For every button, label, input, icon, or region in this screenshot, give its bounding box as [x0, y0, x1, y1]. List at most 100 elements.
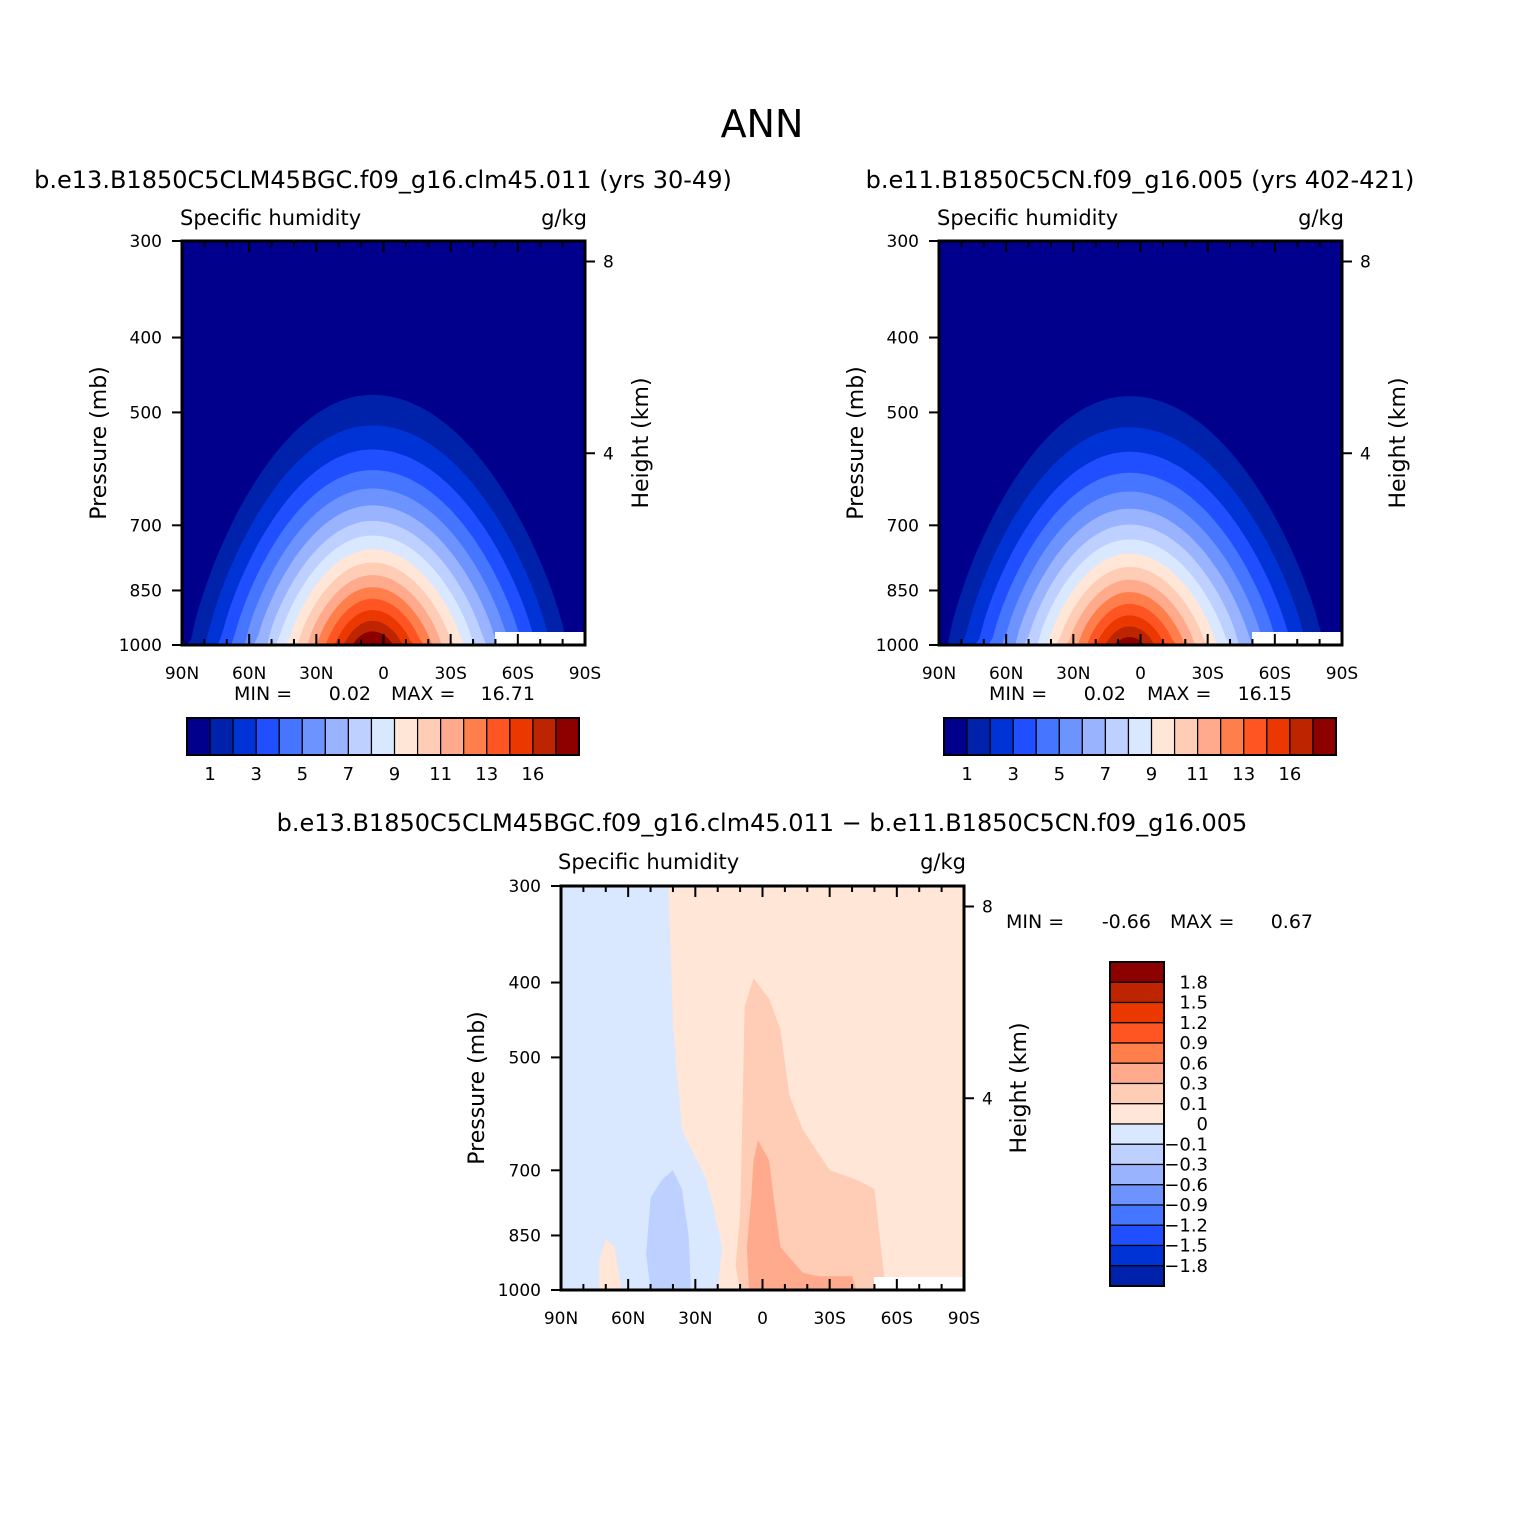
colorbar-label: 5 — [1054, 764, 1065, 785]
colorbar-label: 1 — [961, 764, 972, 785]
panel-3: b.e13.B1850C5CLM45BGC.f09_g16.clm45.011 … — [277, 809, 1313, 1329]
y-tick-label: 300 — [887, 232, 919, 252]
colorbar-swatch — [1035, 717, 1060, 756]
colorbar-swatch — [1109, 1204, 1165, 1226]
panel-1-ylabel-right: Height (km) — [629, 377, 654, 508]
contour-level-15 — [182, 620, 585, 645]
colorbar-label: 0.6 — [1179, 1053, 1208, 1074]
colorbar-swatch — [324, 717, 350, 756]
panel-2-max-value: 16.15 — [1238, 683, 1292, 705]
colorbar-swatch — [1150, 717, 1176, 756]
colorbar-label: 1.8 — [1179, 972, 1208, 993]
height-tick-label: 4 — [1360, 444, 1371, 464]
colorbar-label: 3 — [250, 764, 261, 785]
colorbar-swatch — [1220, 717, 1245, 756]
colorbar-swatch — [255, 717, 280, 756]
y-tick-label: 500 — [130, 403, 162, 423]
panel-3-ylabel-right: Height (km) — [1007, 1022, 1032, 1153]
colorbar-swatch — [1289, 717, 1314, 756]
height-tick-label: 8 — [603, 253, 614, 273]
colorbar-swatch — [1109, 1082, 1165, 1105]
contour-region-positive-north — [599, 1239, 622, 1290]
colorbar-swatch — [209, 717, 234, 756]
x-tick-label: 0 — [757, 1309, 768, 1329]
colorbar-swatch — [1081, 717, 1107, 756]
y-tick-label: 700 — [509, 1161, 541, 1181]
colorbar-label: −1.2 — [1164, 1215, 1208, 1236]
colorbar-frame — [186, 717, 580, 756]
colorbar-swatch — [1109, 1244, 1165, 1267]
colorbar-swatch — [1109, 1163, 1165, 1186]
x-tick-label: 90N — [165, 664, 199, 684]
colorbar-swatch — [416, 717, 442, 756]
contour-region-negative-medium — [646, 1170, 691, 1290]
colorbar-label: 1.2 — [1179, 1013, 1208, 1034]
panel-1-contour-fill — [182, 241, 585, 645]
x-tick-label: 60N — [232, 664, 266, 684]
panel-2-min-label: MIN = — [989, 683, 1047, 705]
panel-3-axes: 90N 60N 30N 0 30S 60S 90S 300 400 500 700 850 1000 8 4 — [498, 877, 993, 1329]
panel-2: b.e11.B1850C5CN.f09_g16.005 (yrs 402-421… — [844, 166, 1414, 785]
colorbar-label: 13 — [1232, 764, 1255, 785]
x-tick-label: 0 — [1135, 664, 1146, 684]
colorbar-swatch — [1266, 717, 1291, 756]
x-tick-label: 0 — [378, 664, 389, 684]
colorbar-swatch — [1109, 1042, 1165, 1064]
panel-1-min-label: MIN = — [234, 683, 292, 705]
x-tick-label: 90S — [569, 664, 601, 684]
colorbar-frame — [943, 717, 1337, 756]
figure-title: ANN — [721, 102, 804, 146]
y-tick-label: 300 — [130, 232, 162, 252]
panel-3-min-value: -0.66 — [1102, 911, 1151, 933]
y-tick-label: 500 — [887, 403, 919, 423]
colorbar-swatch — [486, 717, 511, 756]
x-tick-label: 30S — [813, 1309, 845, 1329]
x-tick-label: 90S — [948, 1309, 980, 1329]
panel-3-contour-fill — [561, 886, 964, 1290]
colorbar-swatch — [1109, 1103, 1165, 1125]
y-tick-label: 400 — [887, 329, 919, 349]
x-tick-label: 60S — [502, 664, 534, 684]
colorbar-swatch — [1109, 1062, 1165, 1085]
colorbar-swatch — [463, 717, 488, 756]
colorbar-label: 3 — [1007, 764, 1018, 785]
y-tick-label: 850 — [130, 581, 162, 601]
colorbar-swatch — [1173, 717, 1199, 756]
colorbar-label: −0.3 — [1164, 1155, 1208, 1176]
colorbar-swatch — [1109, 1001, 1165, 1024]
colorbar-label: −0.1 — [1164, 1134, 1208, 1155]
colorbar-swatch — [440, 717, 465, 756]
colorbar-swatch — [1104, 717, 1130, 756]
x-tick-label: 60S — [1259, 664, 1291, 684]
colorbar-swatch — [1243, 717, 1268, 756]
y-tick-label: 850 — [509, 1226, 541, 1246]
x-tick-label: 60N — [611, 1309, 645, 1329]
panel-1-max-label: MAX = — [391, 683, 455, 705]
panel-1-ylabel: Pressure (mb) — [87, 366, 112, 520]
colorbar-swatch — [1109, 1123, 1165, 1145]
panel-1-axes: 90N 60N 30N 0 30S 60S 90S 300 400 500 700 850 1000 8 4 — [119, 232, 614, 684]
colorbar-label: −0.6 — [1164, 1175, 1208, 1196]
panel-3-max-value: 0.67 — [1271, 911, 1313, 933]
colorbar-swatch — [555, 717, 580, 756]
colorbar-swatch — [966, 717, 991, 756]
colorbar-label: 11 — [429, 764, 452, 785]
panel-1-max-value: 16.71 — [481, 683, 535, 705]
colorbar-swatch — [347, 717, 373, 756]
colorbar-swatch — [1109, 981, 1165, 1004]
colorbar-label: 16 — [521, 764, 544, 785]
y-tick-label: 400 — [509, 974, 541, 994]
panel-2-ylabel-right: Height (km) — [1386, 377, 1411, 508]
colorbar-swatch — [532, 717, 557, 756]
height-tick-label: 8 — [982, 898, 993, 918]
colorbar-label: 0.1 — [1179, 1094, 1208, 1115]
colorbar-label: 0 — [1197, 1114, 1208, 1135]
colorbar-label: −1.5 — [1164, 1236, 1208, 1257]
colorbar-swatch — [393, 717, 419, 756]
panel-1-colorbar: 1 3 5 7 9 11 13 16 — [186, 717, 580, 785]
panel-3-ylabel: Pressure (mb) — [465, 1011, 490, 1165]
x-tick-label: 30N — [1056, 664, 1090, 684]
height-tick-label: 4 — [603, 444, 614, 464]
colorbar-swatch — [1109, 1224, 1165, 1247]
